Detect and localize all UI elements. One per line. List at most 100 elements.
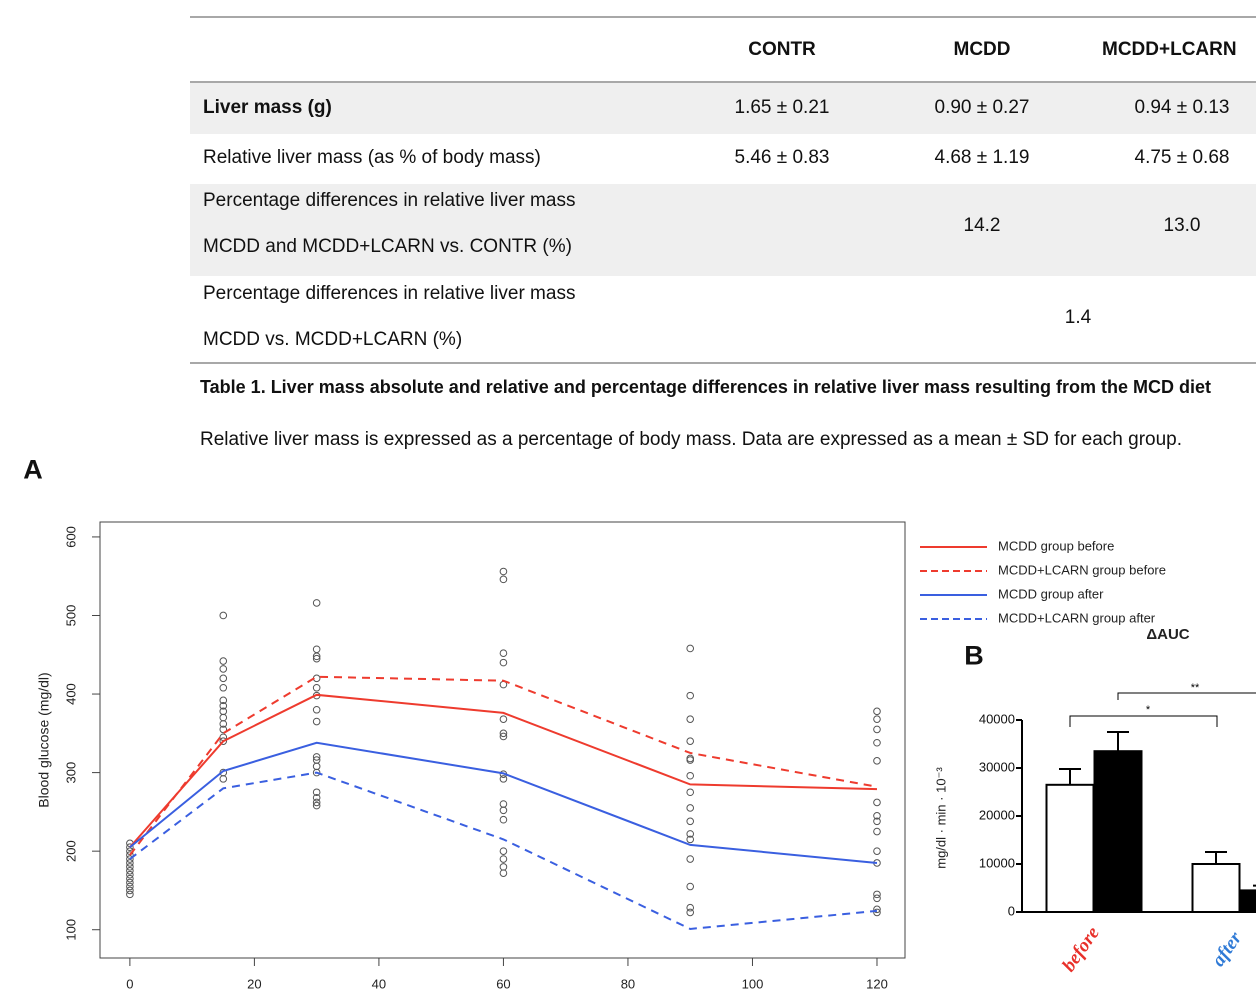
- data-point: [126, 878, 134, 887]
- y-tick-label: 0: [1008, 903, 1015, 918]
- row-label: Relative liver mass (as % of body mass): [203, 147, 541, 168]
- data-point: [499, 567, 508, 576]
- data-point: [873, 707, 881, 716]
- data-point: [686, 715, 695, 723]
- data-point: [312, 652, 321, 661]
- data-point: [686, 771, 695, 780]
- x-tick-label: 100: [742, 976, 764, 991]
- data-point: [499, 847, 508, 855]
- y-tick-label: 30000: [979, 759, 1015, 774]
- data-point: [499, 732, 508, 741]
- column-header: MCDD: [953, 39, 1011, 60]
- data-point: [873, 725, 881, 734]
- data-point: [126, 855, 134, 863]
- legend-label: MCDD+LCARN group before: [998, 562, 1166, 577]
- row-band: [190, 184, 1256, 276]
- chart-title: ΔAUC: [1146, 626, 1189, 643]
- data-point: [686, 804, 695, 812]
- data-point: [219, 696, 228, 705]
- data-point: [312, 717, 321, 726]
- y-tick-label: 400: [63, 683, 78, 705]
- data-point: [873, 890, 881, 899]
- panel-label: A: [23, 454, 43, 485]
- data-point: [873, 715, 881, 723]
- significance-bracket: [1117, 692, 1256, 700]
- x-tick-label: after: [1208, 928, 1247, 971]
- data-point: [219, 611, 228, 620]
- cell: 13.0: [1163, 215, 1201, 236]
- cell: 1.4: [1064, 307, 1092, 328]
- bar: [1191, 863, 1241, 913]
- data-point: [312, 762, 321, 771]
- data-point: [312, 683, 321, 692]
- data-point: [873, 905, 881, 914]
- panel-label: B: [964, 640, 984, 671]
- data-point: [312, 599, 321, 607]
- y-axis-label: Blood glucose (mg/dl): [36, 672, 52, 807]
- data-point: [873, 812, 881, 820]
- plot-frame: [99, 521, 906, 959]
- y-tick-label: 500: [63, 605, 78, 627]
- significance-label: **: [1191, 682, 1200, 694]
- data-point: [686, 644, 695, 653]
- cell: 1.65 ± 0.21: [734, 97, 830, 118]
- data-point: [499, 658, 508, 667]
- data-point: [219, 674, 228, 683]
- data-point: [686, 754, 695, 763]
- cell: 5.46 ± 0.83: [734, 147, 830, 168]
- caption-text: Relative liver mass is expressed as a pe…: [200, 429, 1183, 450]
- data-point: [686, 817, 695, 826]
- row-label: Liver mass (g): [203, 97, 332, 118]
- data-point: [219, 683, 228, 692]
- data-point: [686, 830, 695, 838]
- x-tick-label: 60: [496, 976, 510, 991]
- data-point: [219, 720, 228, 728]
- table-rule: [190, 81, 1256, 83]
- data-point: [873, 798, 881, 807]
- data-point: [312, 798, 321, 807]
- data-point: [126, 870, 134, 879]
- data-point: [499, 575, 508, 584]
- y-tick-label: 40000: [979, 711, 1015, 726]
- y-tick-label: 10000: [979, 855, 1015, 870]
- series-line: [129, 741, 878, 864]
- bar: [1239, 889, 1256, 914]
- data-point: [873, 757, 881, 765]
- data-point: [126, 890, 134, 899]
- data-point: [499, 715, 508, 723]
- legend-label: MCDD group before: [998, 538, 1114, 553]
- data-point: [312, 705, 321, 714]
- data-point: [686, 756, 695, 764]
- data-point: [499, 729, 508, 738]
- data-point: [219, 737, 228, 745]
- x-tick-label: 20: [247, 976, 261, 991]
- x-tick-label: 0: [126, 976, 133, 991]
- x-tick-label: 80: [621, 976, 635, 991]
- data-point: [686, 737, 695, 745]
- row-label: MCDD vs. MCDD+LCARN (%): [203, 329, 463, 350]
- series-line: [129, 675, 878, 856]
- significance-bracket: [1069, 715, 1218, 727]
- data-point: [126, 843, 134, 852]
- data-point: [686, 908, 695, 917]
- cell: 0.94 ± 0.13: [1134, 97, 1230, 118]
- data-point: [873, 908, 881, 917]
- data-point: [499, 855, 508, 863]
- data-point: [686, 903, 695, 912]
- significance-label: *: [1146, 704, 1151, 716]
- data-point: [873, 894, 881, 903]
- data-point: [686, 691, 695, 700]
- data-point: [499, 869, 508, 877]
- data-point: [219, 702, 228, 710]
- data-point: [126, 886, 134, 895]
- data-point: [686, 788, 695, 797]
- table-rule: [190, 16, 1256, 18]
- data-point: [312, 753, 321, 761]
- data-point: [126, 882, 134, 891]
- y-tick-label: 300: [63, 762, 78, 784]
- y-tick-label: 600: [63, 526, 78, 548]
- legend-label: MCDD+LCARN group after: [998, 610, 1156, 625]
- x-tick-label: before: [1058, 923, 1104, 976]
